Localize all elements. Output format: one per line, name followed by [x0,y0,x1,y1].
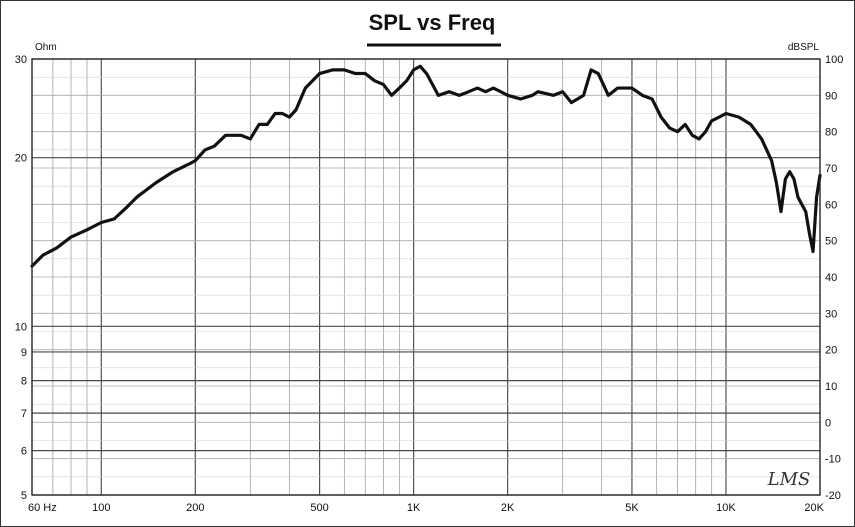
right-axis-tick-label: 90 [825,90,837,102]
x-axis-tick-label: 100 [92,502,110,514]
x-axis-tick-label: 2K [501,502,515,514]
left-axis-tick-label: 8 [21,376,27,388]
spl-response-line [30,64,822,268]
right-axis-tick-label: -10 [825,454,841,466]
left-axis-tick-label: 5 [21,490,27,502]
series-layer [30,64,822,268]
left-axis-tick-label: 10 [15,321,27,333]
x-axis-tick-label: 1K [407,502,421,514]
right-axis-tick-label: 60 [825,199,837,211]
x-axis-tick-label: 20K [804,502,824,514]
right-axis-tick-label: 30 [825,308,837,320]
right-axis-tick-label: 0 [825,417,831,429]
right-unit-label: dBSPL [788,42,820,53]
right-axis-tick-label: 100 [825,54,843,66]
right-axis-tick-label: 50 [825,236,837,248]
right-axis-tick-label: 10 [825,381,837,393]
x-axis-tick-label: 500 [310,502,328,514]
lms-watermark: LMS [767,469,811,490]
left-axis-tick-label: 7 [21,408,27,420]
right-axis-tick-label: 80 [825,127,837,139]
right-axis-tick-label: 70 [825,163,837,175]
left-axis-tick-label: 20 [15,153,27,165]
x-axis-tick-label: 5K [625,502,639,514]
x-axis-tick-label: 200 [186,502,204,514]
right-axis-tick-label: 20 [825,345,837,357]
right-axis-tick-label: 40 [825,272,837,284]
x-axis-tick-label: 60 Hz [28,502,57,514]
chart-title: SPL vs Freq [369,10,496,35]
left-unit-label: Ohm [35,42,57,53]
plot-border [31,58,821,496]
x-axis-tick-label: 10K [716,502,736,514]
right-axis-tick-label: -20 [825,490,841,502]
left-axis-tick-label: 9 [21,347,27,359]
left-axis-tick-label: 30 [15,54,27,66]
left-axis-tick-label: 6 [21,446,27,458]
